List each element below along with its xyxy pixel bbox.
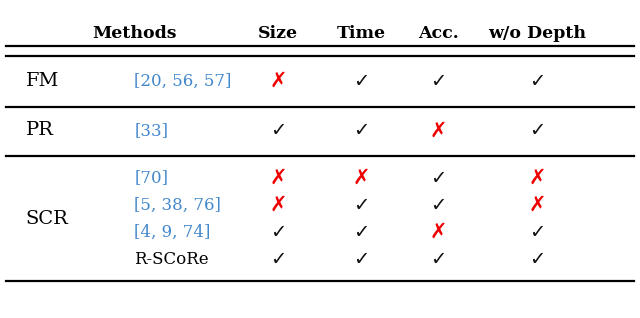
Text: ✗: ✗ xyxy=(269,71,287,91)
Text: ✓: ✓ xyxy=(529,121,546,140)
Text: R-SCoRe: R-SCoRe xyxy=(134,251,209,268)
Text: ✓: ✓ xyxy=(529,72,546,91)
Text: ✓: ✓ xyxy=(430,196,447,215)
Text: ✓: ✓ xyxy=(529,250,546,269)
Text: ✓: ✓ xyxy=(430,169,447,188)
Text: ✓: ✓ xyxy=(430,72,447,91)
Text: ✓: ✓ xyxy=(353,196,370,215)
Text: ✗: ✗ xyxy=(429,121,447,140)
Text: ✓: ✓ xyxy=(270,223,287,242)
Text: [70]: [70] xyxy=(134,169,168,187)
Text: [20, 56, 57]: [20, 56, 57] xyxy=(134,73,232,90)
Text: ✗: ✗ xyxy=(529,168,547,188)
Text: [5, 38, 76]: [5, 38, 76] xyxy=(134,197,221,214)
Text: FM: FM xyxy=(26,72,59,90)
Text: ✓: ✓ xyxy=(529,223,546,242)
Text: w/o Depth: w/o Depth xyxy=(488,25,587,42)
Text: Methods: Methods xyxy=(92,25,177,42)
Text: Acc.: Acc. xyxy=(418,25,459,42)
Text: ✗: ✗ xyxy=(353,168,371,188)
Text: ✗: ✗ xyxy=(269,168,287,188)
Text: SCR: SCR xyxy=(26,210,68,228)
Text: ✓: ✓ xyxy=(353,223,370,242)
Text: ✗: ✗ xyxy=(529,195,547,215)
Text: ✓: ✓ xyxy=(270,121,287,140)
Text: ✗: ✗ xyxy=(269,195,287,215)
Text: ✓: ✓ xyxy=(430,250,447,269)
Text: ✓: ✓ xyxy=(353,250,370,269)
Text: ✓: ✓ xyxy=(353,121,370,140)
Text: PR: PR xyxy=(26,121,54,139)
Text: [4, 9, 74]: [4, 9, 74] xyxy=(134,224,211,241)
Text: ✗: ✗ xyxy=(429,222,447,242)
Text: [33]: [33] xyxy=(134,122,168,139)
Text: ✓: ✓ xyxy=(270,250,287,269)
Text: ✓: ✓ xyxy=(353,72,370,91)
Text: Size: Size xyxy=(259,25,298,42)
Text: Time: Time xyxy=(337,25,386,42)
